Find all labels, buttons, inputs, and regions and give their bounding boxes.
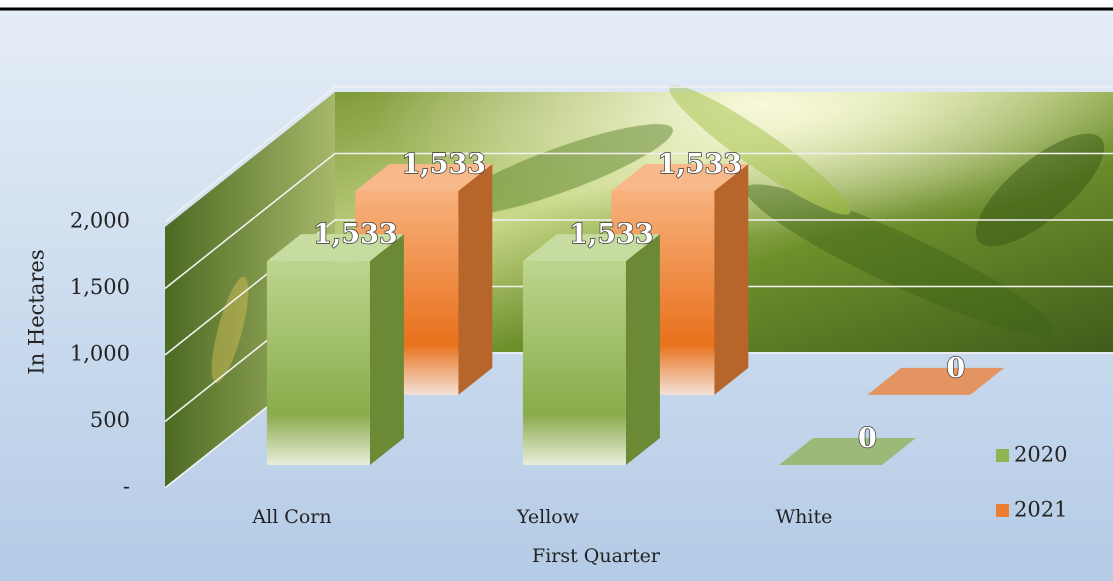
x-tick-label: Yellow [516, 506, 580, 528]
value-label: 0 [858, 423, 877, 454]
bar-front [266, 261, 370, 466]
bar-top [266, 234, 404, 262]
grid-line [164, 152, 1113, 290]
y-tick-label: 500 [90, 408, 130, 432]
leaf-decoration [211, 85, 1105, 384]
x-tick-label: White [776, 506, 833, 528]
grid-line [164, 86, 1113, 223]
y-tick-label: - [123, 475, 130, 499]
bar-top [522, 234, 660, 262]
y-axis-title: In Hectares [25, 249, 49, 374]
legend-swatch [996, 449, 1009, 462]
y-tick-label: 1,500 [70, 275, 130, 299]
value-label: 1,533 [313, 219, 398, 250]
legend-label: 2020 [1014, 443, 1067, 467]
y-tick-label: 2,000 [70, 209, 130, 233]
legend-label: 2021 [1014, 498, 1067, 522]
bar-top [355, 163, 493, 191]
value-label: 1,533 [402, 149, 487, 180]
bar-top [611, 163, 749, 191]
bar-top [867, 367, 1005, 395]
x-axis-title: First Quarter [532, 545, 661, 567]
value-label: 1,533 [658, 149, 743, 180]
x-tick-label: All Corn [251, 506, 331, 528]
y-tick-label: 1,000 [70, 342, 130, 366]
bar-side [369, 234, 404, 466]
top-strip [0, 0, 1113, 9]
value-label: 1,533 [569, 219, 654, 250]
bar-side [714, 163, 749, 395]
legend-swatch [996, 504, 1009, 517]
bar-front [522, 261, 626, 466]
bar-top [778, 438, 916, 466]
bar-side [625, 234, 660, 466]
bar-side [458, 163, 493, 395]
grid-line [164, 219, 1113, 356]
value-label: 0 [946, 353, 965, 384]
